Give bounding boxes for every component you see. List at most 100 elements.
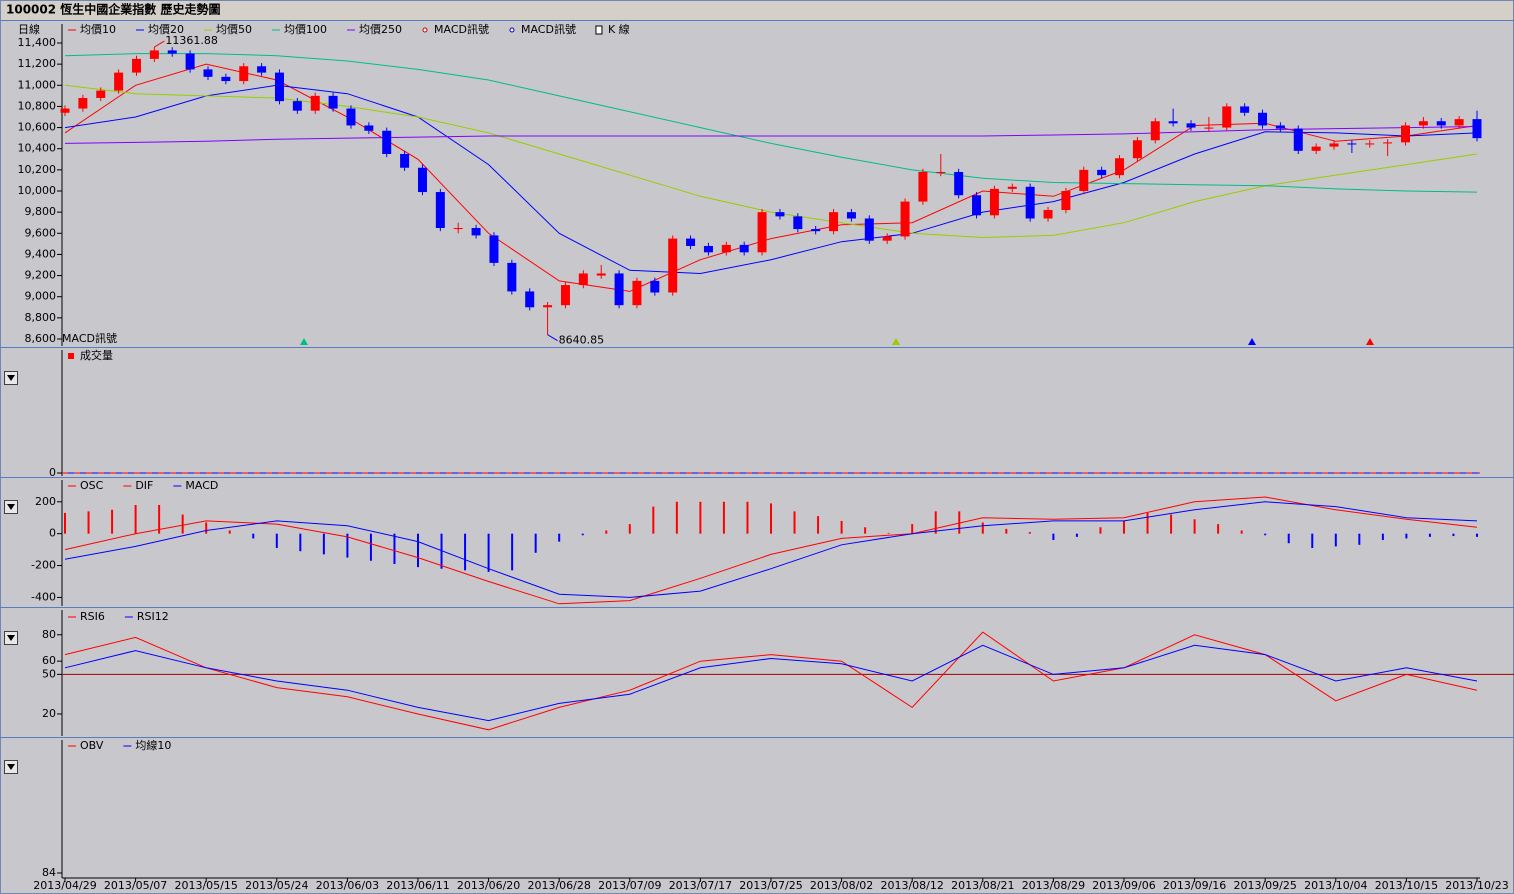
y-tick-label: -400 [31, 590, 56, 603]
candle-body [793, 216, 803, 230]
candle-body [292, 101, 302, 111]
x-tick-label: 2013/07/17 [669, 879, 732, 892]
candle-body [185, 53, 195, 70]
line [64, 631, 1478, 731]
x-tick-label: 2013/10/15 [1375, 879, 1438, 892]
y-tick-label: 9,600 [25, 226, 57, 239]
y-tick-label: 0 [49, 527, 56, 540]
candle-body [257, 66, 267, 73]
candle-body [596, 273, 606, 276]
candle-body [1043, 210, 1053, 219]
y-tick-label: 60 [42, 654, 56, 667]
candle-body [274, 72, 284, 102]
panel-borders [0, 20, 1514, 738]
y-tick-label: 8,800 [25, 311, 57, 324]
candle-body [775, 212, 785, 217]
legend-label: MACD [185, 479, 218, 492]
signal-marker [1366, 338, 1374, 345]
candle-body [757, 212, 767, 253]
candle-body [864, 218, 874, 241]
legend-swatch [422, 27, 428, 33]
candle-body [846, 212, 856, 219]
line [64, 501, 1478, 598]
y-tick-label: 0 [49, 466, 56, 479]
candle-body [1347, 143, 1357, 145]
legend-swatch [68, 353, 74, 359]
legend-label: OSC [80, 479, 104, 492]
legend-label: RSI12 [137, 610, 169, 623]
candle-body [149, 50, 159, 59]
candle-body [954, 171, 964, 196]
legend-label: 成交量 [80, 348, 113, 362]
legend-label: OBV [80, 739, 104, 752]
candle-body [471, 228, 481, 236]
legend-label: 均價50 [216, 22, 252, 36]
candle-body [1401, 125, 1411, 143]
candle-body [829, 212, 839, 232]
candle-body [811, 229, 821, 232]
candle-body [1097, 169, 1107, 176]
candle-body [1454, 119, 1464, 126]
x-tick-label: 2013/09/06 [1092, 879, 1155, 892]
signal-label: MACD訊號 [62, 331, 117, 345]
annotation-leader [154, 40, 165, 48]
x-tick-label: 2013/07/25 [739, 879, 802, 892]
candle-body [972, 195, 982, 216]
candle-body [721, 244, 731, 253]
candle-body [507, 262, 517, 292]
line [64, 84, 1478, 239]
candle-body [936, 171, 946, 174]
candle-body [739, 244, 749, 253]
x-tick-label: 2013/06/03 [316, 879, 379, 892]
y-tick-label: 20 [42, 707, 56, 720]
x-tick-label: 2013/09/16 [1163, 879, 1226, 892]
y-tick-label: 10,200 [18, 163, 57, 176]
candle-body [417, 167, 427, 193]
candle-body [1061, 191, 1071, 211]
x-tick-label: 2013/05/24 [245, 879, 308, 892]
candle-body [1329, 143, 1339, 147]
candle-body [1311, 146, 1321, 151]
y-tick-label: 9,800 [25, 205, 57, 218]
y-tick-label: 11,000 [18, 78, 57, 91]
legend-label: 均價250 [359, 22, 402, 36]
candle-body [400, 154, 410, 168]
candle-body [346, 108, 356, 126]
dropdown-buttons[interactable] [4, 371, 18, 774]
y-tick-label: 9,000 [25, 290, 57, 303]
candle-body [525, 291, 535, 308]
x-tick-label: 2013/08/02 [810, 879, 873, 892]
candle-body [221, 76, 231, 82]
candle-body [1293, 128, 1303, 151]
candle-body [1383, 142, 1393, 144]
candle-body [239, 66, 249, 82]
line [64, 84, 1478, 275]
x-tick-label: 2013/06/11 [386, 879, 449, 892]
candle-body [1168, 121, 1178, 124]
signal-marker [300, 338, 308, 345]
x-tick-label: 2013/04/29 [33, 879, 96, 892]
y-tick-label: 10,800 [18, 99, 57, 112]
candle-body [650, 280, 660, 293]
candle-body [578, 273, 588, 286]
candle-body [1115, 158, 1125, 176]
dropdown-arrow [7, 375, 15, 770]
legend-swatch [595, 25, 603, 35]
candle-body [328, 95, 338, 109]
candle-body [1079, 169, 1089, 191]
candle-body [989, 188, 999, 216]
candle-body [1132, 140, 1142, 159]
candle-body [489, 235, 499, 263]
candle-body [703, 245, 713, 253]
candle-body [1222, 106, 1232, 128]
candle-body [632, 280, 642, 306]
legend-label: 均價20 [148, 22, 184, 36]
candle-body [131, 58, 141, 73]
candle-body [668, 238, 678, 293]
candle-body [900, 201, 910, 237]
y-tick-label: 50 [42, 667, 56, 680]
candle-body [1186, 123, 1196, 128]
candle-body [1150, 121, 1160, 141]
